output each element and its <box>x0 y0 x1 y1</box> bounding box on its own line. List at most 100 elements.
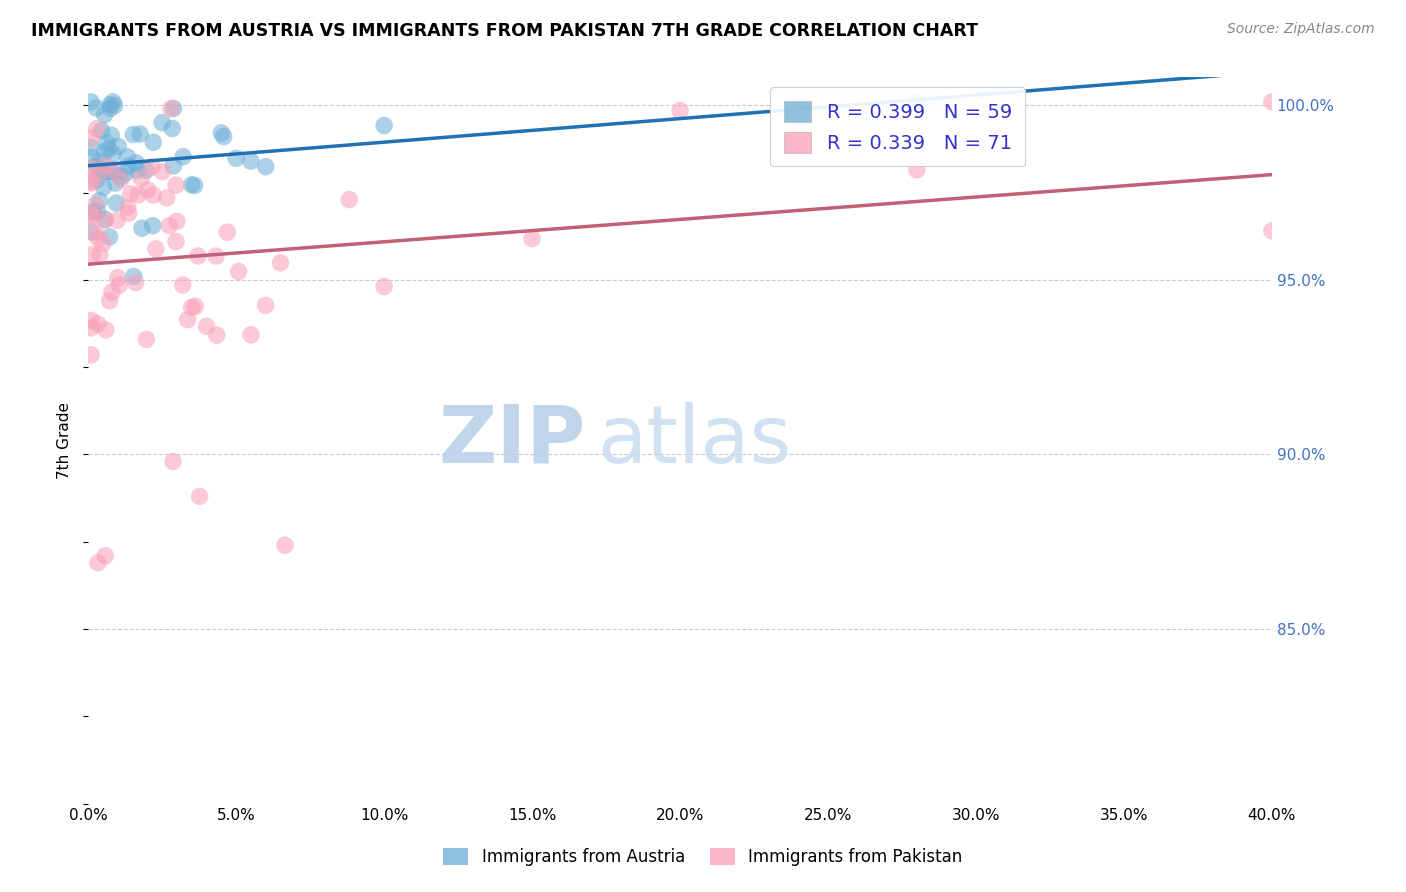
Point <box>94 159 117 173</box>
Point <box>131 221 153 235</box>
Point <box>160 102 183 116</box>
Point <box>80 176 103 190</box>
Point <box>100 101 122 115</box>
Point <box>93 165 115 179</box>
Point <box>105 196 128 211</box>
Point <box>156 191 179 205</box>
Point <box>84 225 107 239</box>
Point <box>89 161 111 176</box>
Point <box>165 178 187 193</box>
Point <box>162 121 184 136</box>
Point <box>104 176 127 190</box>
Point <box>96 136 118 150</box>
Point <box>520 231 543 245</box>
Point <box>84 197 107 211</box>
Point <box>180 301 202 315</box>
Point <box>212 129 235 144</box>
Point <box>98 164 121 178</box>
Point <box>157 219 180 233</box>
Point <box>80 208 103 222</box>
Point <box>105 213 128 227</box>
Point <box>101 285 124 299</box>
Point <box>120 186 142 201</box>
Point <box>172 150 194 164</box>
Point <box>166 214 188 228</box>
Point <box>101 162 124 177</box>
Point <box>87 317 110 331</box>
Point <box>80 210 103 224</box>
Point <box>89 154 111 169</box>
Point <box>150 115 173 129</box>
Point <box>86 121 108 136</box>
Text: atlas: atlas <box>598 401 792 480</box>
Point <box>373 119 395 133</box>
Point <box>86 204 108 219</box>
Point <box>669 103 692 118</box>
Point <box>80 150 103 164</box>
Point <box>1261 95 1284 109</box>
Point <box>217 225 239 239</box>
Point <box>195 319 218 334</box>
Point <box>172 277 194 292</box>
Point <box>101 146 124 161</box>
Point <box>180 178 202 192</box>
Legend: R = 0.399   N = 59, R = 0.339   N = 71: R = 0.399 N = 59, R = 0.339 N = 71 <box>770 87 1025 167</box>
Point <box>117 150 139 164</box>
Point <box>145 242 167 256</box>
Point <box>270 256 292 270</box>
Point <box>80 140 103 154</box>
Point <box>93 108 115 122</box>
Point <box>205 328 228 343</box>
Point <box>183 178 205 193</box>
Point <box>90 123 112 137</box>
Point <box>86 173 108 187</box>
Point <box>89 247 111 261</box>
Point <box>188 489 211 503</box>
Y-axis label: 7th Grade: 7th Grade <box>58 402 72 479</box>
Point <box>118 206 141 220</box>
Point <box>100 128 122 143</box>
Point <box>87 167 110 181</box>
Point <box>80 313 103 327</box>
Point <box>84 159 107 173</box>
Point <box>98 98 121 112</box>
Point <box>80 225 103 239</box>
Point <box>135 163 157 178</box>
Point <box>274 538 297 552</box>
Point <box>94 212 117 227</box>
Point <box>117 200 139 214</box>
Point <box>129 127 152 141</box>
Point <box>87 556 110 570</box>
Point <box>93 180 115 194</box>
Point <box>91 236 114 251</box>
Point <box>125 155 148 169</box>
Point <box>162 102 184 116</box>
Point <box>98 293 121 308</box>
Point <box>94 323 117 337</box>
Point <box>135 332 157 346</box>
Point <box>136 183 159 197</box>
Point <box>94 213 117 227</box>
Point <box>141 160 163 174</box>
Point <box>89 194 111 208</box>
Text: IMMIGRANTS FROM AUSTRIA VS IMMIGRANTS FROM PAKISTAN 7TH GRADE CORRELATION CHART: IMMIGRANTS FROM AUSTRIA VS IMMIGRANTS FR… <box>31 22 979 40</box>
Point <box>122 269 145 284</box>
Point <box>80 174 103 188</box>
Point <box>905 95 928 109</box>
Point <box>184 299 207 313</box>
Point <box>94 549 117 563</box>
Point <box>125 276 148 290</box>
Point <box>162 454 184 468</box>
Point <box>239 327 262 342</box>
Point <box>93 145 115 159</box>
Point <box>110 169 132 184</box>
Point <box>209 126 232 140</box>
Point <box>187 249 209 263</box>
Point <box>150 164 173 178</box>
Point <box>131 171 153 186</box>
Point <box>254 160 277 174</box>
Point <box>165 235 187 249</box>
Point <box>254 298 277 312</box>
Point <box>373 279 395 293</box>
Legend: Immigrants from Austria, Immigrants from Pakistan: Immigrants from Austria, Immigrants from… <box>430 834 976 880</box>
